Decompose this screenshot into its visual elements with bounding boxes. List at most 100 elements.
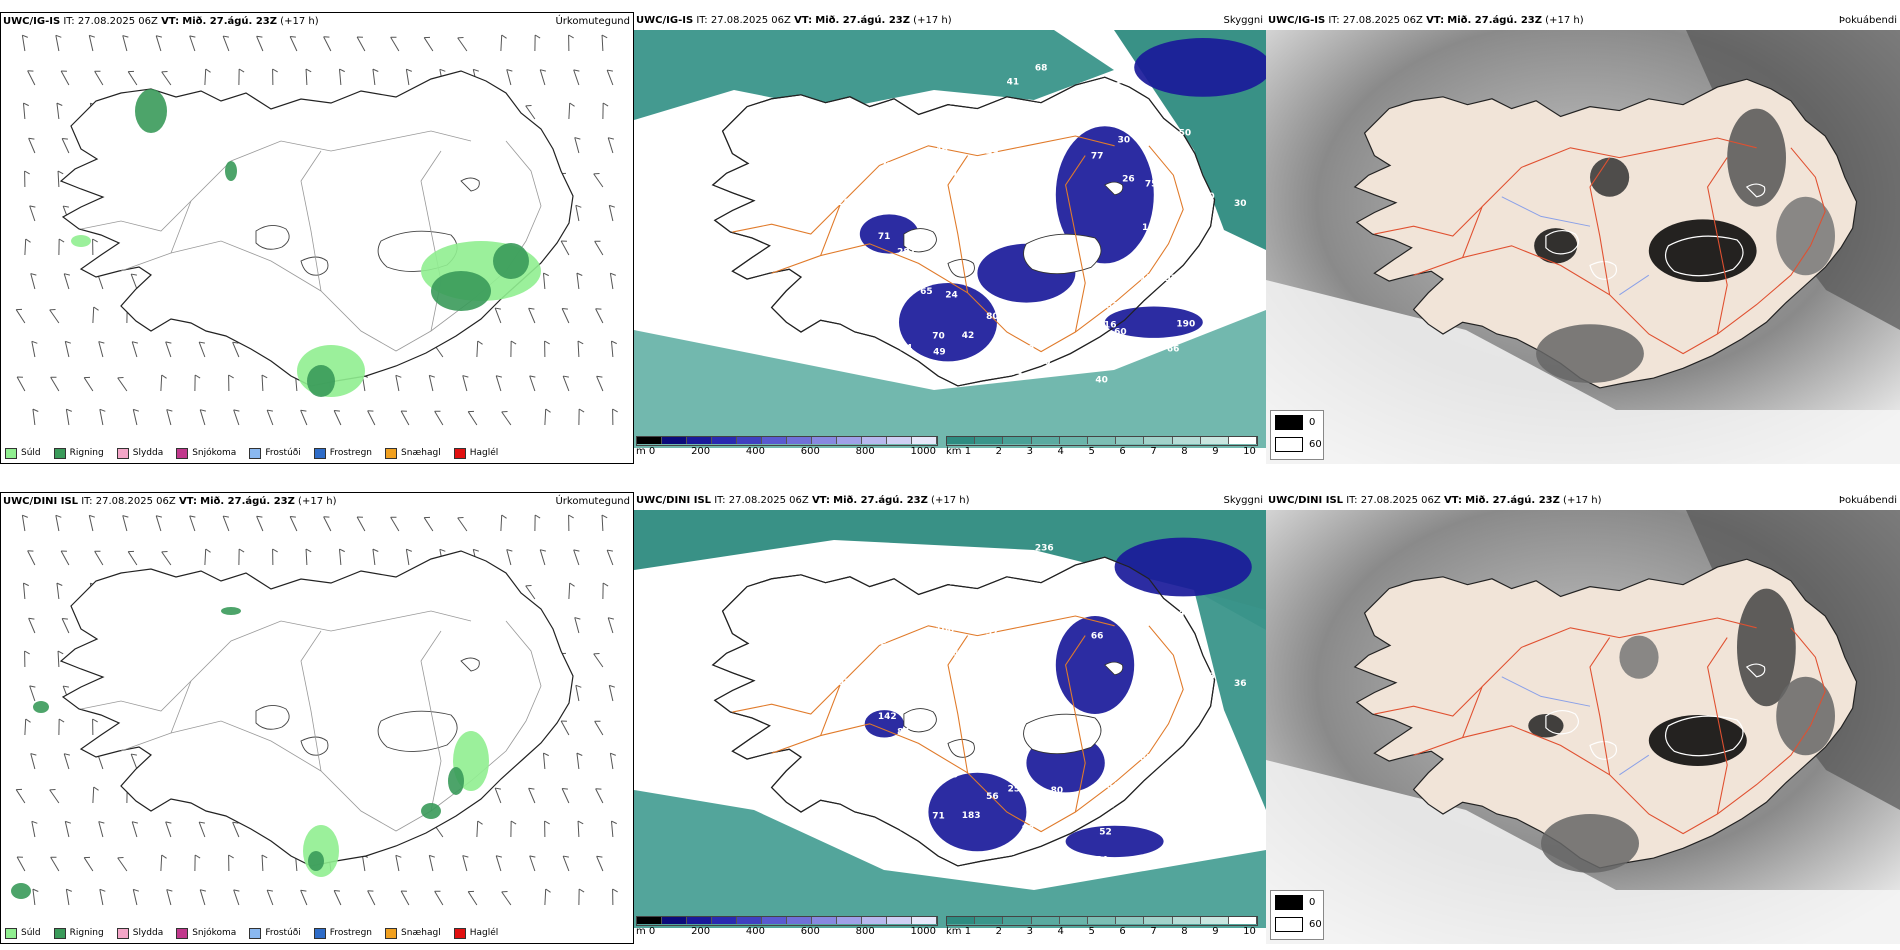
scale-segment <box>1059 437 1088 444</box>
ceiling-value-label: 65 <box>920 287 933 297</box>
lead-time: (+17 h) <box>931 495 970 506</box>
scale-segment <box>1144 437 1173 444</box>
ceiling-value-label: 115 <box>1140 273 1159 283</box>
fog-legend-row: 60 <box>1271 913 1323 935</box>
ceiling-value-label: 83 <box>913 680 926 690</box>
ceiling-value-label: 190 <box>1176 320 1195 330</box>
vt-label: VT: <box>178 496 197 507</box>
ceiling-value-label: 128 <box>1142 703 1161 713</box>
legend-label: Súld <box>21 448 41 458</box>
legend-label: Snæhagl <box>401 928 441 938</box>
legend-item: Rigning <box>53 447 104 459</box>
scale-segment <box>1172 437 1201 444</box>
vt-value: Mið. 27.ágú. 23Z <box>182 16 277 27</box>
fog-legend: 0 60 <box>1270 410 1324 460</box>
panel-title: UWC/IG-IS IT: 27.08.2025 06Z VT: Mið. 27… <box>1 13 633 31</box>
scale-ticks: km 1 2 3 4 5 6 7 8 9 10 <box>946 446 1256 457</box>
panel-product-title: Úrkomutegund <box>555 496 630 507</box>
ceiling-value-label: 37 <box>986 628 999 638</box>
vt-value: Mið. 27.ágú. 23Z <box>1465 495 1560 506</box>
ceiling-value-label: 53 <box>1118 615 1131 625</box>
scale-segment <box>887 917 912 924</box>
ceiling-value-label: 24 <box>945 291 958 301</box>
legend-label: Frostregn <box>329 928 373 938</box>
legend-label: Súld <box>21 928 41 938</box>
scale-segment <box>712 917 737 924</box>
it-label: IT: <box>63 16 75 27</box>
scale-segment <box>1200 917 1229 924</box>
scale-unit: km 1 <box>946 926 972 937</box>
scale-tick: 200 <box>691 446 711 457</box>
ceiling-value-label: 50 <box>1179 128 1192 138</box>
ceiling-value-label: 30 <box>1234 199 1247 209</box>
ceiling-value-label: 122127 <box>952 168 990 178</box>
model-source: UWC/DINI ISL <box>3 496 79 507</box>
vt-value: Mið. 27.ágú. 23Z <box>200 496 295 507</box>
ceiling-value-label: 188 <box>845 702 864 712</box>
legend-swatch <box>5 447 17 459</box>
panel-title: UWC/IG-IS IT: 27.08.2025 06Z VT: Mið. 27… <box>1266 12 1900 30</box>
legend-swatch <box>453 447 466 459</box>
scale-segment <box>912 917 937 924</box>
ceiling-value-label: 83 <box>1140 753 1153 763</box>
ceiling-value-label: 40 <box>1179 608 1192 618</box>
scale-color-bar <box>946 916 1258 926</box>
ceiling-value-label: 114 <box>1214 749 1233 759</box>
ceiling-value-label: 103 <box>831 678 850 688</box>
legend-label: Frostregn <box>329 448 373 458</box>
ceiling-value-label: 39 <box>900 824 913 834</box>
fog-legend: 0 60 <box>1270 890 1324 940</box>
vt-value: Mið. 27.ágú. 23Z <box>815 15 910 26</box>
visibility-scale: km 1 2 3 4 5 6 7 8 9 10 <box>944 916 1264 937</box>
ceiling-value-label: 51 <box>913 200 926 210</box>
ceiling-value-label: 135 <box>1089 575 1108 585</box>
ceiling-value-label: 111 <box>1167 825 1186 835</box>
ceiling-value-label: 173 <box>859 279 878 289</box>
ceiling-value-label: 77 <box>996 611 1009 621</box>
ceiling-value-label: 35 <box>1051 306 1064 316</box>
ceiling-value-label: 129 <box>831 198 850 208</box>
ceiling-value-label: 29 <box>1204 245 1217 255</box>
scale-segment <box>862 437 887 444</box>
panel-title: UWC/DINI ISL IT: 27.08.2025 06Z VT: Mið.… <box>1 493 633 511</box>
legend-item: Rigning <box>53 927 104 939</box>
ceiling-value-label: 45 <box>998 104 1011 114</box>
scale-segment <box>1003 917 1032 924</box>
ceiling-value-label: 38 <box>1176 800 1189 810</box>
legend-item: Snæhagl <box>385 447 441 459</box>
panel-dini-fog-indicator: UWC/DINI ISL IT: 27.08.2025 06Z VT: Mið.… <box>1266 492 1900 944</box>
ceiling-value-label: 84 <box>1067 117 1080 127</box>
lead-time: (+17 h) <box>1563 495 1602 506</box>
ceiling-value-label: 63 <box>886 184 899 194</box>
ceiling-value-label: 55 <box>1003 848 1016 858</box>
legend-item: Snjókoma <box>176 927 236 939</box>
legend-label: Snæhagl <box>401 448 441 458</box>
ceiling-value-label: 142 <box>878 712 897 722</box>
ceiling-scale: m 0 200 400 600 800 1000 <box>634 436 944 457</box>
ceiling-value-label: 63 <box>1044 332 1057 342</box>
fog-legend-swatch <box>1275 894 1303 910</box>
iceland-map <box>1 511 633 923</box>
ceiling-value-label: 108 <box>859 759 878 769</box>
scale-segment <box>862 917 887 924</box>
legend-swatch <box>176 447 189 459</box>
legend-swatch <box>116 447 129 459</box>
panel-product-title: Skyggni <box>1223 495 1263 506</box>
scale-segment <box>662 917 687 924</box>
scale-tick: 6 <box>1119 926 1126 937</box>
ceiling-value-label: 50 <box>845 222 858 232</box>
fog-legend-row: 0 <box>1271 411 1323 433</box>
it-value: 27.08.2025 06Z <box>95 496 176 507</box>
legend-swatch <box>385 447 398 459</box>
scale-ticks: m 0 200 400 600 800 1000 <box>636 926 936 937</box>
ceiling-value-label: 26 <box>1122 174 1135 184</box>
it-value: 27.08.2025 06Z <box>1342 15 1423 26</box>
scale-tick: 1000 <box>910 926 936 937</box>
scale-segment <box>637 917 662 924</box>
ceiling-value-label: 58 <box>1045 607 1058 617</box>
scale-tick: 2 <box>995 926 1003 937</box>
scale-segment <box>1059 917 1088 924</box>
scale-segment <box>947 917 976 924</box>
it-label: IT: <box>1346 495 1358 506</box>
scale-tick: 800 <box>855 446 875 457</box>
